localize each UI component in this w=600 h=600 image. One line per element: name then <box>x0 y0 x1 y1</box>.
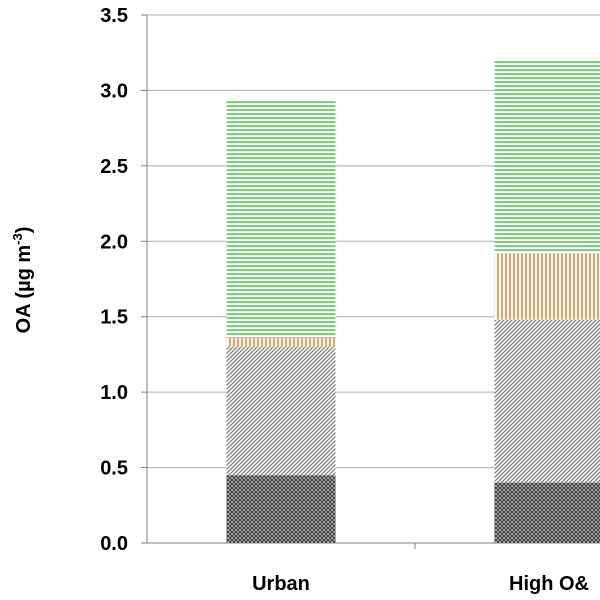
y-tick-label: 2.0 <box>100 231 128 253</box>
bar-segment <box>226 475 336 543</box>
y-label-suffix: ) <box>13 227 35 234</box>
bar-segment <box>494 319 600 483</box>
y-tick-label: 2.5 <box>100 156 128 178</box>
y-axis-label: OA (µg m-3) <box>10 227 35 334</box>
x-tick-label: Urban <box>252 573 310 595</box>
y-label-superscript: -3 <box>10 233 25 245</box>
x-tick-label: High O& <box>509 573 589 595</box>
bar-segment <box>494 253 600 320</box>
bar-segment <box>226 346 336 476</box>
bar-segment <box>226 99 336 338</box>
y-tick-label: 1.0 <box>100 382 128 404</box>
bar-segment <box>494 58 600 254</box>
bar-segment <box>494 482 600 543</box>
y-label-text: OA (µg m <box>13 245 35 334</box>
y-tick-label: 0.0 <box>100 533 128 555</box>
y-tick-label: 3.5 <box>100 5 128 27</box>
y-tick-label: 1.5 <box>100 307 128 329</box>
y-tick-label: 3.0 <box>100 80 128 102</box>
bar-segment <box>226 337 336 347</box>
y-tick-label: 0.5 <box>100 458 128 480</box>
